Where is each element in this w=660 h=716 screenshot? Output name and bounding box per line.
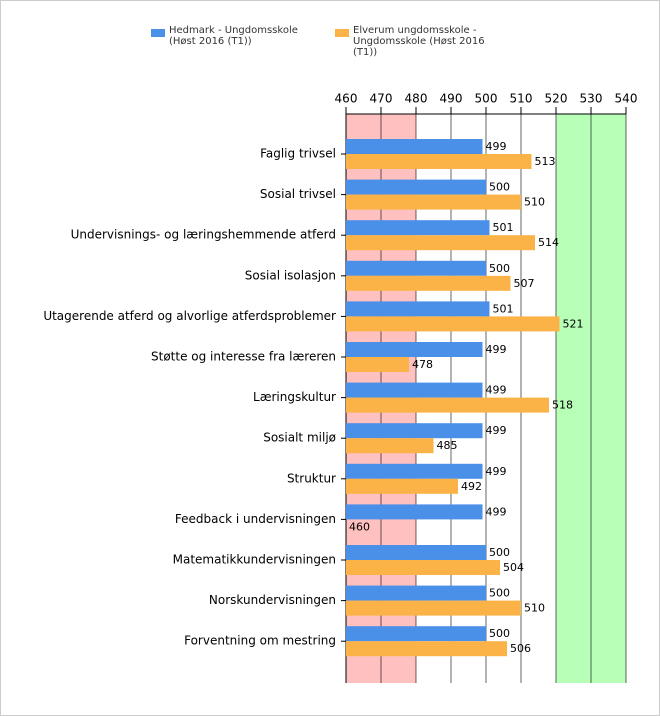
bar xyxy=(346,382,483,398)
value-label: 499 xyxy=(486,424,507,437)
legend-item: Hedmark - Ungdomsskole (Høst 2016 (T1)) xyxy=(151,25,321,58)
bar xyxy=(346,154,532,169)
bar xyxy=(346,585,486,601)
y-tick-label: Sosial trivsel xyxy=(260,187,336,201)
value-label: 507 xyxy=(514,277,535,290)
value-label: 499 xyxy=(486,140,507,153)
bar xyxy=(346,438,434,454)
value-label: 510 xyxy=(524,602,545,615)
legend-swatch xyxy=(151,29,165,37)
bar xyxy=(346,478,458,494)
y-tick-label: Støtte og interesse fra læreren xyxy=(151,350,336,364)
bar xyxy=(346,342,483,357)
x-tick-label: 460 xyxy=(335,92,358,106)
x-tick-label: 530 xyxy=(580,92,603,106)
bar xyxy=(346,194,521,210)
value-label: 510 xyxy=(524,196,545,209)
bar xyxy=(346,397,549,413)
value-label: 506 xyxy=(510,642,531,655)
y-tick-label: Sosial isolasjon xyxy=(245,268,336,282)
y-tick-label: Sosialt miljø xyxy=(263,431,336,445)
bar xyxy=(346,139,483,154)
value-label: 514 xyxy=(538,236,559,249)
y-tick-label: Læringskultur xyxy=(253,390,336,404)
y-tick-label: Feedback i undervisningen xyxy=(175,512,336,526)
value-label: 501 xyxy=(493,302,514,315)
y-tick-label: Faglig trivsel xyxy=(260,147,336,161)
y-tick-label: Struktur xyxy=(287,471,336,485)
legend-label: Elverum ungdomsskole - Ungdomsskole (Høs… xyxy=(353,25,485,58)
bar xyxy=(346,641,507,657)
value-label: 513 xyxy=(535,155,556,168)
bar xyxy=(346,600,521,616)
value-label: 478 xyxy=(412,358,433,371)
y-tick-label: Matematikkundervisningen xyxy=(173,553,336,567)
x-tick-label: 490 xyxy=(440,92,463,106)
legend-item: Elverum ungdomsskole - Ungdomsskole (Høs… xyxy=(335,25,505,58)
x-tick-label: 540 xyxy=(615,92,638,106)
bar xyxy=(346,504,483,520)
value-label: 492 xyxy=(461,480,482,493)
bar xyxy=(346,179,486,195)
value-label: 499 xyxy=(486,465,507,478)
bar xyxy=(346,357,409,372)
value-label: 500 xyxy=(489,546,510,559)
legend: Hedmark - Ungdomsskole (Høst 2016 (T1)) E… xyxy=(151,25,505,58)
y-tick-label: Norskundervisningen xyxy=(209,593,336,607)
x-tick-label: 520 xyxy=(545,92,568,106)
value-label: 499 xyxy=(486,343,507,356)
x-tick-label: 510 xyxy=(510,92,533,106)
value-label: 500 xyxy=(489,627,510,640)
value-label: 500 xyxy=(489,181,510,194)
value-label: 499 xyxy=(486,505,507,518)
bar xyxy=(346,275,511,291)
value-label: 500 xyxy=(489,587,510,600)
bar xyxy=(346,463,483,479)
value-label: 521 xyxy=(563,317,584,330)
y-tick-label: Forventning om mestring xyxy=(184,634,336,648)
bar xyxy=(346,545,486,560)
value-label: 499 xyxy=(486,384,507,397)
value-label: 460 xyxy=(349,520,370,533)
bar xyxy=(346,220,490,236)
bar xyxy=(346,260,486,276)
x-tick-label: 470 xyxy=(370,92,393,106)
bar xyxy=(346,316,560,332)
x-tick-label: 500 xyxy=(475,92,498,106)
legend-label: Hedmark - Ungdomsskole (Høst 2016 (T1)) xyxy=(169,25,298,47)
bar xyxy=(346,235,535,251)
bar xyxy=(346,626,486,642)
value-label: 518 xyxy=(552,399,573,412)
value-label: 485 xyxy=(437,439,458,452)
x-tick-label: 480 xyxy=(405,92,428,106)
y-tick-label: Undervisnings- og læringshemmende atferd xyxy=(71,228,336,242)
legend-swatch xyxy=(335,29,349,37)
value-label: 501 xyxy=(493,221,514,234)
value-label: 500 xyxy=(489,262,510,275)
value-label: 504 xyxy=(503,561,524,574)
bar xyxy=(346,560,500,575)
bar xyxy=(346,423,483,439)
bar xyxy=(346,301,490,317)
y-tick-label: Utagerende atferd og alvorlige atferdspr… xyxy=(43,309,336,323)
